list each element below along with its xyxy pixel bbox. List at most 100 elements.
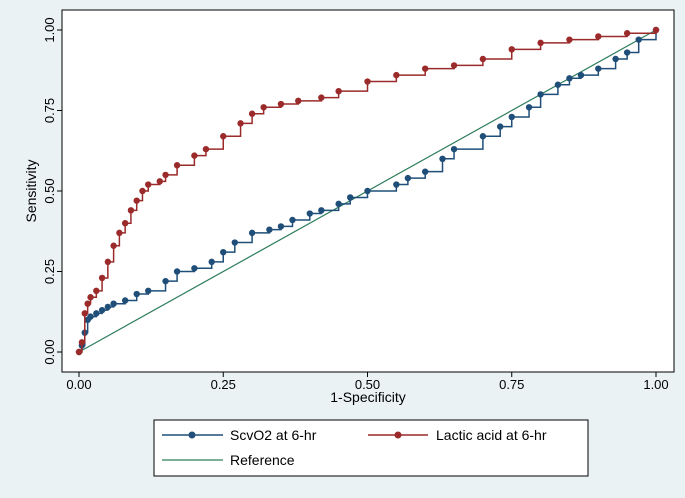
data-point-scvo2-at-6-hr — [145, 287, 152, 295]
x-tick-label: 0.50 — [355, 377, 380, 392]
data-point-lactic-acid-at-6-hr — [537, 39, 544, 47]
data-point-lactic-acid-at-6-hr — [260, 104, 267, 111]
data-point-scvo2-at-6-hr — [479, 133, 487, 140]
data-point-lactic-acid-at-6-hr — [104, 258, 112, 266]
data-point-scvo2-at-6-hr — [191, 265, 198, 272]
data-point-scvo2-at-6-hr — [525, 104, 533, 111]
y-tick-label: 0.50 — [42, 178, 57, 203]
legend-label-reference: Reference — [230, 452, 295, 468]
data-point-lactic-acid-at-6-hr — [133, 197, 140, 204]
data-point-lactic-acid-at-6-hr — [173, 162, 181, 169]
data-point-scvo2-at-6-hr — [346, 194, 354, 201]
data-point-lactic-acid-at-6-hr — [248, 110, 256, 117]
legend-box — [153, 419, 589, 477]
data-point-scvo2-at-6-hr — [98, 306, 106, 314]
data-point-lactic-acid-at-6-hr — [202, 145, 210, 153]
data-point-scvo2-at-6-hr — [104, 303, 112, 311]
data-point-lactic-acid-at-6-hr — [364, 78, 371, 85]
data-point-lactic-acid-at-6-hr — [75, 348, 83, 356]
data-point-scvo2-at-6-hr — [393, 181, 400, 188]
x-axis-label: 1-Specificity — [330, 389, 405, 405]
data-point-scvo2-at-6-hr — [335, 200, 342, 208]
data-point-scvo2-at-6-hr — [450, 145, 458, 153]
data-point-scvo2-at-6-hr — [173, 268, 181, 275]
data-point-lactic-acid-at-6-hr — [87, 294, 94, 301]
data-point-lactic-acid-at-6-hr — [220, 133, 227, 140]
x-axis: 0.00 0.25 0.50 0.75 1.00 — [66, 372, 669, 392]
data-point-scvo2-at-6-hr — [93, 310, 100, 317]
data-point-lactic-acid-at-6-hr — [78, 339, 86, 346]
data-point-scvo2-at-6-hr — [266, 226, 273, 233]
data-point-scvo2-at-6-hr — [439, 155, 446, 162]
data-point-lactic-acid-at-6-hr — [566, 36, 573, 43]
data-point-lactic-acid-at-6-hr — [479, 55, 487, 63]
data-point-scvo2-at-6-hr — [306, 210, 313, 217]
data-point-scvo2-at-6-hr — [162, 277, 169, 285]
data-point-scvo2-at-6-hr — [87, 313, 94, 320]
series-layer — [75, 26, 660, 356]
data-point-scvo2-at-6-hr — [248, 229, 256, 237]
data-point-lactic-acid-at-6-hr — [191, 152, 198, 159]
legend-marker-lactic — [394, 431, 402, 439]
data-point-scvo2-at-6-hr — [497, 123, 504, 130]
data-point-lactic-acid-at-6-hr — [127, 207, 135, 214]
data-point-scvo2-at-6-hr — [623, 49, 631, 56]
data-point-scvo2-at-6-hr — [277, 223, 285, 230]
data-point-scvo2-at-6-hr — [635, 36, 642, 43]
data-point-lactic-acid-at-6-hr — [93, 287, 100, 295]
data-point-lactic-acid-at-6-hr — [623, 30, 631, 37]
data-point-lactic-acid-at-6-hr — [237, 120, 244, 127]
x-tick-label: 1.00 — [643, 377, 668, 392]
y-axis-label: Sensitivity — [23, 159, 39, 222]
data-point-lactic-acid-at-6-hr — [81, 310, 88, 317]
data-point-lactic-acid-at-6-hr — [295, 97, 302, 105]
legend-marker-scvo2 — [188, 431, 196, 439]
data-point-scvo2-at-6-hr — [612, 55, 619, 63]
data-point-lactic-acid-at-6-hr — [116, 229, 123, 237]
y-tick-label: 0.00 — [42, 339, 57, 364]
data-point-scvo2-at-6-hr — [121, 297, 129, 304]
data-point-lactic-acid-at-6-hr — [595, 33, 602, 40]
data-point-scvo2-at-6-hr — [133, 290, 140, 298]
data-point-lactic-acid-at-6-hr — [156, 178, 163, 185]
data-point-lactic-acid-at-6-hr — [652, 26, 660, 34]
data-point-scvo2-at-6-hr — [110, 300, 117, 307]
data-point-scvo2-at-6-hr — [231, 239, 238, 246]
y-tick-label: 1.00 — [42, 17, 57, 42]
legend: ScvO2 at 6-hr Lactic acid at 6-hr Refere… — [153, 419, 589, 477]
data-point-scvo2-at-6-hr — [595, 65, 602, 72]
x-tick-label: 0.00 — [66, 377, 91, 392]
data-point-lactic-acid-at-6-hr — [508, 46, 515, 53]
data-point-scvo2-at-6-hr — [537, 91, 544, 98]
y-tick-label: 0.75 — [42, 98, 57, 123]
data-point-lactic-acid-at-6-hr — [162, 171, 169, 179]
legend-label-lactic: Lactic acid at 6-hr — [436, 427, 547, 443]
data-point-lactic-acid-at-6-hr — [335, 87, 342, 95]
data-point-lactic-acid-at-6-hr — [393, 71, 400, 79]
data-point-lactic-acid-at-6-hr — [318, 94, 325, 101]
data-point-scvo2-at-6-hr — [566, 75, 573, 82]
data-point-scvo2-at-6-hr — [208, 258, 215, 266]
data-point-scvo2-at-6-hr — [220, 248, 227, 256]
data-point-lactic-acid-at-6-hr — [110, 242, 117, 249]
data-point-scvo2-at-6-hr — [364, 187, 371, 195]
x-tick-label: 0.75 — [499, 377, 524, 392]
data-point-lactic-acid-at-6-hr — [139, 187, 146, 195]
y-axis: 0.00 0.25 0.50 0.75 1.00 — [42, 17, 62, 365]
y-tick-label: 0.25 — [42, 259, 57, 284]
x-tick-label: 0.25 — [211, 377, 236, 392]
data-point-scvo2-at-6-hr — [404, 174, 412, 182]
data-point-scvo2-at-6-hr — [289, 216, 296, 224]
data-point-scvo2-at-6-hr — [577, 71, 585, 79]
data-point-scvo2-at-6-hr — [554, 81, 562, 88]
data-point-lactic-acid-at-6-hr — [277, 100, 285, 108]
legend-label-scvo2: ScvO2 at 6-hr — [230, 427, 317, 443]
data-point-scvo2-at-6-hr — [318, 207, 325, 214]
data-point-scvo2-at-6-hr — [422, 168, 429, 175]
data-point-scvo2-at-6-hr — [508, 113, 515, 121]
data-point-lactic-acid-at-6-hr — [98, 274, 106, 282]
data-point-lactic-acid-at-6-hr — [145, 181, 152, 188]
data-point-lactic-acid-at-6-hr — [450, 62, 458, 69]
data-point-lactic-acid-at-6-hr — [422, 65, 429, 72]
